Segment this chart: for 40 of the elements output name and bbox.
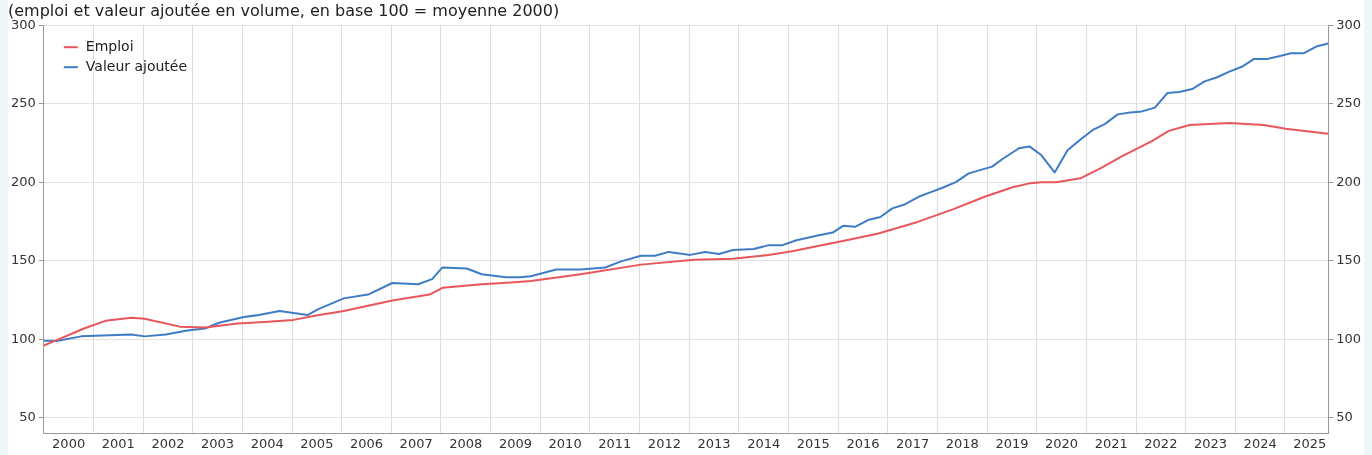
x-tick-label: 2020 [1045, 435, 1079, 451]
x-tick-label: 2002 [151, 435, 185, 451]
legend-label: Valeur ajoutée [85, 57, 188, 74]
x-tick-label: 2005 [300, 435, 334, 451]
y-tick-label: 250 [10, 95, 36, 111]
x-tick-label: 2021 [1094, 435, 1128, 451]
y2-tick-label: 100 [1336, 330, 1362, 346]
x-tick-label: 2006 [349, 435, 384, 451]
y-tick-label: 100 [10, 330, 36, 346]
x-tick-label: 2012 [647, 435, 681, 451]
y-tick-label: 150 [10, 252, 36, 268]
y2-tick-label: 250 [1336, 95, 1362, 111]
x-tick-label: 2024 [1243, 435, 1277, 451]
y2-tick-label: 300 [1336, 16, 1362, 32]
x-tick-label: 2001 [101, 435, 135, 451]
x-tick-label: 2003 [201, 435, 235, 451]
x-tick-label: 2008 [449, 435, 483, 451]
x-tick-label: 2022 [1144, 435, 1178, 451]
x-tick-label: 2000 [52, 435, 86, 451]
x-tick-label: 2025 [1293, 435, 1327, 451]
y2-tick-label: 50 [1336, 409, 1353, 425]
x-tick-label: 2007 [399, 435, 433, 451]
x-tick-label: 2018 [945, 435, 979, 451]
legend-label: Emploi [85, 37, 134, 54]
x-tick-label: 2009 [498, 435, 533, 451]
x-tick-label: 2015 [796, 435, 830, 451]
x-tick-label: 2017 [896, 435, 930, 451]
y-tick-label: 50 [19, 409, 36, 425]
x-tick-label: 2019 [995, 435, 1029, 451]
x-tick-label: 2013 [697, 435, 731, 451]
y2-tick-label: 200 [1336, 173, 1362, 189]
x-tick-label: 2011 [598, 435, 632, 451]
x-tick-label: 2014 [747, 435, 781, 451]
y2-tick-label: 150 [1336, 252, 1362, 268]
x-tick-label: 2016 [846, 435, 880, 451]
y-tick-label: 200 [10, 173, 36, 189]
x-tick-label: 2023 [1193, 435, 1228, 451]
x-tick-label: 2010 [548, 435, 582, 451]
chart-subtitle: (emploi et valeur ajoutée en volume, en base 100 = moyenne 2000) [8, 0, 560, 20]
x-tick-label: 2004 [250, 435, 284, 451]
